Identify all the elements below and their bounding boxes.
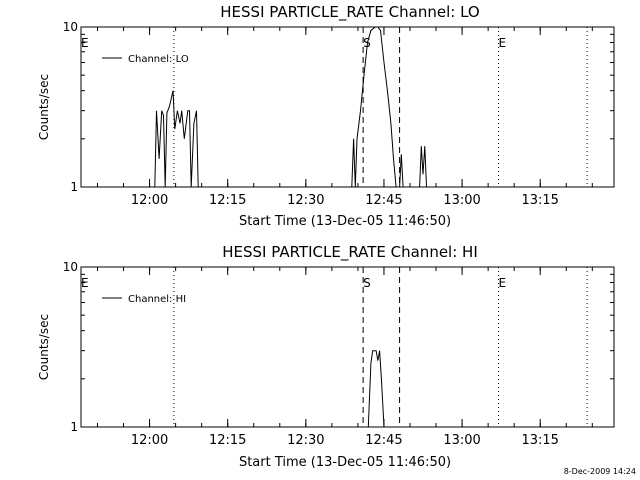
hi-x-tick-label: 13:15 <box>521 433 558 448</box>
hi-chart-title: HESSI PARTICLE_RATE Channel: HI <box>222 243 478 262</box>
lo-channel-panel: HESSI PARTICLE_RATE Channel: LO Counts/s… <box>37 3 615 229</box>
hi-y-tick-label: 1 <box>70 420 78 434</box>
date-stamp: 8-Dec-2009 14:24 <box>564 467 636 476</box>
hi-x-axis-label: Start Time (13-Dec-05 11:46:50) <box>239 455 451 470</box>
lo-plot-frame <box>80 26 615 188</box>
hi-x-tick-label: 12:30 <box>287 433 324 448</box>
hi-marker-label-4: E <box>499 276 507 290</box>
lo-series-line <box>154 26 427 188</box>
lo-chart-title: HESSI PARTICLE_RATE Channel: LO <box>220 3 479 22</box>
hi-x-tick-label: 12:15 <box>209 433 246 448</box>
hi-marker-label-0: E <box>81 276 89 290</box>
lo-x-tick-label: 13:00 <box>443 193 480 208</box>
hi-legend-label: Channel: HI <box>128 294 186 305</box>
lo-x-axis-label: Start Time (13-Dec-05 11:46:50) <box>239 214 451 229</box>
lo-x-tick-label: 12:30 <box>287 193 324 208</box>
hi-channel-panel: HESSI PARTICLE_RATE Channel: HI Counts/s… <box>37 243 615 470</box>
lo-marker-label-4: E <box>499 36 507 50</box>
lo-x-tick-label: 12:15 <box>209 193 246 208</box>
lo-marker-label-0: E <box>81 36 89 50</box>
hi-y-tick-label: 10 <box>63 260 78 274</box>
hi-series-line <box>367 350 385 428</box>
hi-plot-frame <box>80 266 615 428</box>
lo-x-tick-label: 12:00 <box>131 193 168 208</box>
lo-y-tick-label: 1 <box>70 180 78 194</box>
lo-marker-label-2: S <box>363 36 371 50</box>
lo-y-tick-label: 10 <box>63 20 78 34</box>
lo-x-tick-label: 13:15 <box>521 193 558 208</box>
hi-x-tick-label: 12:45 <box>365 433 402 448</box>
hi-x-tick-label: 12:00 <box>131 433 168 448</box>
hi-marker-label-2: S <box>363 276 371 290</box>
hi-x-tick-label: 13:00 <box>443 433 480 448</box>
lo-legend-label: Channel: LO <box>128 54 189 65</box>
hi-y-axis-label: Counts/sec <box>37 314 51 380</box>
lo-y-axis-label: Counts/sec <box>37 74 51 140</box>
lo-x-tick-label: 12:45 <box>365 193 402 208</box>
